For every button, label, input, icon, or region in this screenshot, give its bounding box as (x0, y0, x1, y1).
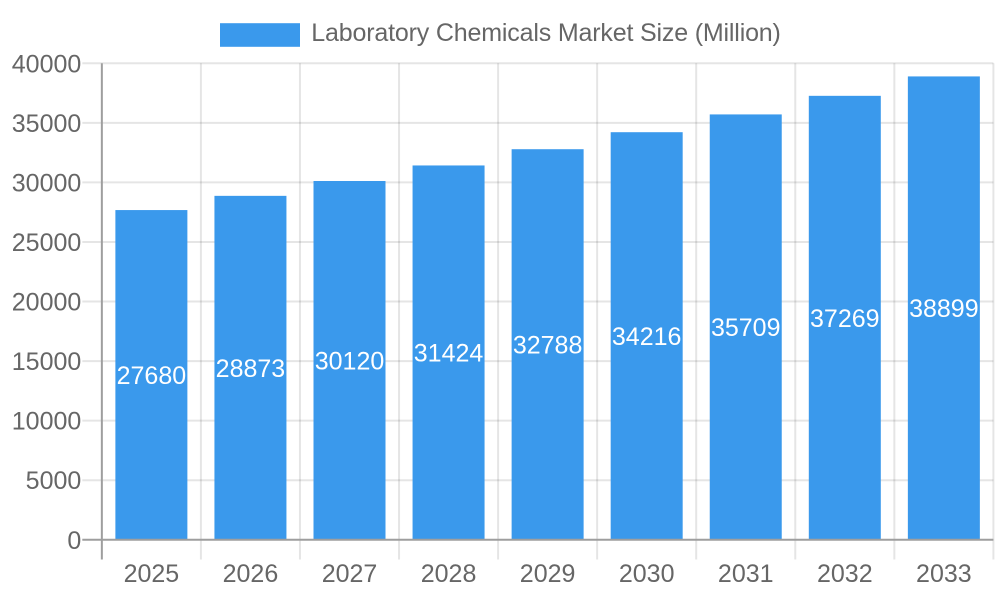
svg-text:30000: 30000 (12, 169, 82, 197)
svg-text:2030: 2030 (619, 560, 675, 588)
svg-text:15000: 15000 (12, 348, 82, 376)
svg-text:35709: 35709 (711, 314, 781, 342)
svg-text:37269: 37269 (810, 305, 880, 333)
svg-text:32788: 32788 (513, 332, 583, 360)
svg-text:2032: 2032 (817, 560, 873, 588)
svg-text:31424: 31424 (414, 340, 484, 368)
svg-text:30120: 30120 (315, 347, 385, 375)
svg-text:5000: 5000 (26, 467, 82, 495)
svg-text:40000: 40000 (12, 50, 82, 78)
svg-text:2027: 2027 (322, 560, 378, 588)
svg-text:2031: 2031 (718, 560, 774, 588)
svg-text:38899: 38899 (909, 295, 979, 323)
svg-text:20000: 20000 (12, 289, 82, 317)
svg-text:0: 0 (67, 527, 81, 555)
svg-text:2028: 2028 (421, 560, 477, 588)
svg-text:2029: 2029 (520, 560, 576, 588)
svg-text:Laboratory Chemicals Market Si: Laboratory Chemicals Market Size (Millio… (311, 19, 780, 47)
svg-text:35000: 35000 (12, 110, 82, 138)
svg-text:28873: 28873 (216, 355, 286, 383)
svg-text:27680: 27680 (117, 362, 187, 390)
svg-text:2026: 2026 (223, 560, 279, 588)
svg-text:25000: 25000 (12, 229, 82, 257)
svg-text:2025: 2025 (124, 560, 180, 588)
svg-text:34216: 34216 (612, 323, 682, 351)
svg-text:2033: 2033 (916, 560, 972, 588)
svg-text:10000: 10000 (12, 408, 82, 436)
